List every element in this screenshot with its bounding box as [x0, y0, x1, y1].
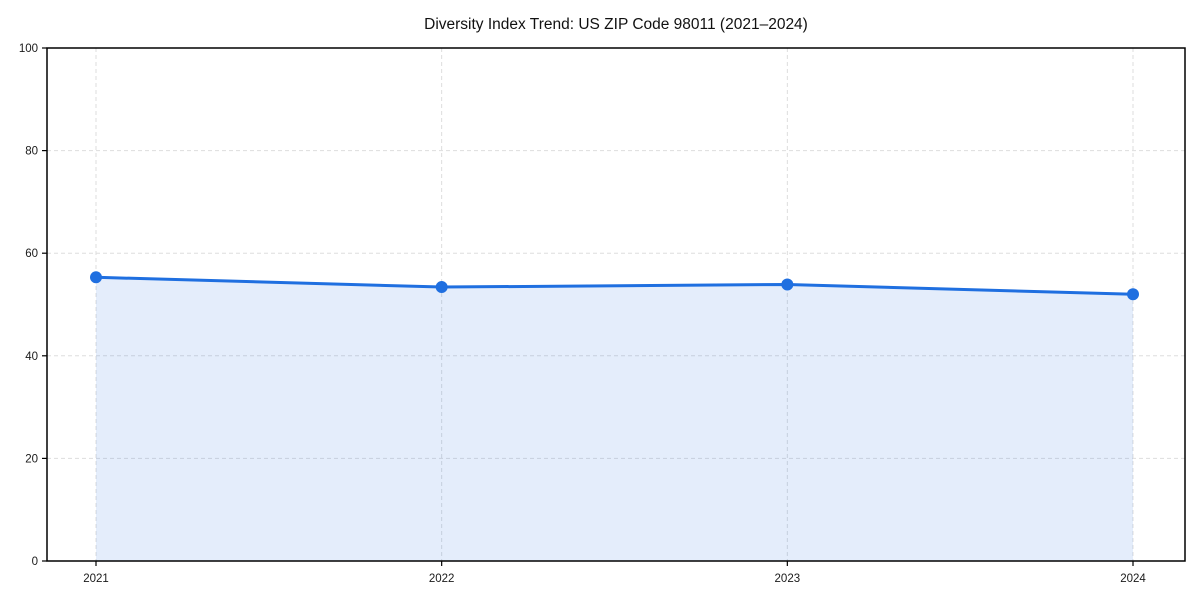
y-axis-ticks: [42, 47, 47, 562]
data-point-2024: [1127, 288, 1139, 301]
y-gridlines: [47, 150, 1185, 459]
y-tick-label-0: 0: [32, 556, 38, 568]
data-point-2022: [435, 281, 448, 294]
y-tick-label-100: 100: [19, 43, 38, 55]
data-point-2023: [781, 278, 794, 291]
x-tick-label-2023: 2023: [775, 573, 801, 585]
plot-border-rect: [46, 47, 1186, 562]
area-fill: [96, 277, 1133, 561]
y-axis-labels: 0 20 40 60 80 100: [19, 43, 38, 568]
y-tick-label-80: 80: [25, 146, 38, 158]
data-points: [90, 271, 1139, 301]
chart-title: Diversity Index Trend: US ZIP Code 98011…: [424, 16, 808, 33]
y-tick-label-60: 60: [25, 248, 38, 260]
x-axis-ticks: [95, 561, 1134, 566]
y-tick-label-20: 20: [25, 453, 38, 465]
x-tick-label-2022: 2022: [429, 573, 455, 585]
x-gridlines: [95, 48, 1134, 561]
x-tick-label-2024: 2024: [1120, 573, 1146, 585]
x-tick-label-2021: 2021: [83, 573, 109, 585]
x-axis-labels: 2021 2022 2023 2024: [83, 573, 1146, 585]
area-fill-polygon: [96, 277, 1133, 561]
plot-border: [46, 47, 1186, 562]
trend-polyline: [94, 275, 1135, 296]
data-point-2021: [90, 271, 102, 284]
trend-line: [94, 275, 1135, 296]
y-tick-label-40: 40: [25, 351, 38, 363]
